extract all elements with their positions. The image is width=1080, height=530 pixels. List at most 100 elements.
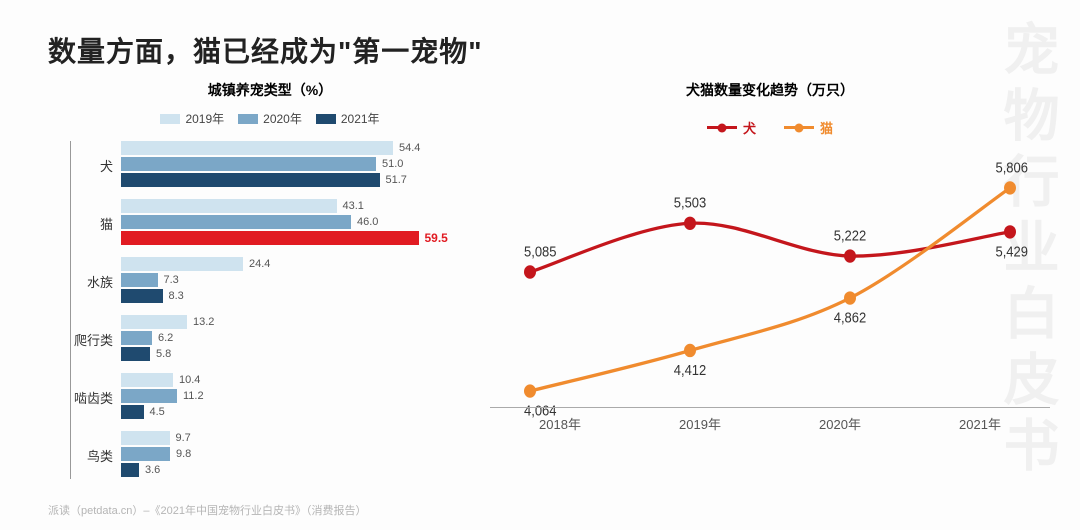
bar-fill <box>121 289 163 303</box>
line-series-marker <box>1004 181 1016 194</box>
bar-legend-label: 2019年 <box>185 110 224 127</box>
bar-row: 4.5 <box>121 405 470 419</box>
bar-value-label: 51.0 <box>382 158 403 170</box>
bar-group: 鸟类 9.7 9.8 3.6 <box>71 431 470 479</box>
bar-row: 5.8 <box>121 347 470 361</box>
bar-stack: 13.2 6.2 5.8 <box>121 315 470 363</box>
bar-legend-label: 2020年 <box>263 110 302 127</box>
bar-chart-title: 城镇养宠类型（%） <box>70 80 470 100</box>
bar-fill <box>121 347 150 361</box>
line-chart: 犬猫数量变化趋势（万只） 犬猫 5,0855,5035,2225,4294,06… <box>490 80 1050 480</box>
bar-row: 46.0 <box>121 215 470 229</box>
bar-group: 犬 54.4 51.0 51.7 <box>71 141 470 189</box>
bar-stack: 24.47.38.3 <box>121 257 470 305</box>
line-legend-item: 猫 <box>784 118 833 137</box>
bar-value-label: 51.7 <box>386 174 407 186</box>
bar-legend-item: 2020年 <box>238 110 302 127</box>
bar-chart-rows: 犬 54.4 51.0 51.7 猫 43.1 46.0 59.5 水族24.47.38.3 爬行… <box>70 141 470 479</box>
bar-value-label: 43.1 <box>343 200 364 212</box>
bar-row: 8.3 <box>121 289 470 303</box>
bar-value-label: 9.7 <box>176 432 191 444</box>
line-legend-swatch <box>707 126 737 129</box>
line-chart-x-axis: 2018年2019年2020年2021年 <box>490 407 1050 433</box>
bar-value-label: 11.2 <box>183 390 204 402</box>
bar-value-label: 5.8 <box>156 348 171 360</box>
line-series-marker <box>684 344 696 357</box>
bar-legend-swatch <box>160 114 180 124</box>
bar-row: 9.8 <box>121 447 470 461</box>
bar-row: 24.4 <box>121 257 470 271</box>
bar-category-label: 犬 <box>71 156 121 175</box>
bar-fill <box>121 273 158 287</box>
bar-fill <box>121 463 139 477</box>
bar-category-label: 猫 <box>71 214 121 233</box>
bar-value-label: 8.3 <box>169 290 184 302</box>
line-point-label: 5,429 <box>995 244 1028 260</box>
x-axis-label: 2020年 <box>770 414 910 433</box>
line-legend-label: 犬 <box>743 118 756 137</box>
bar-group: 猫 43.1 46.0 59.5 <box>71 199 470 247</box>
page-title: 数量方面，猫已经成为"第一宠物" <box>48 30 483 70</box>
bar-value-label: 54.4 <box>399 142 420 154</box>
bar-row: 10.4 <box>121 373 470 387</box>
bar-value-label: 46.0 <box>357 216 378 228</box>
bar-category-label: 水族 <box>71 272 121 291</box>
bar-value-label: 13.2 <box>193 316 214 328</box>
bar-group: 水族24.47.38.3 <box>71 257 470 305</box>
bar-row: 6.2 <box>121 331 470 345</box>
bar-legend-item: 2021年 <box>316 110 380 127</box>
bar-fill <box>121 373 173 387</box>
bar-fill <box>121 199 337 213</box>
bar-legend-item: 2019年 <box>160 110 224 127</box>
bar-value-label: 24.4 <box>249 258 270 270</box>
bar-legend-label: 2021年 <box>341 110 380 127</box>
line-chart-plot: 5,0855,5035,2225,4294,0644,4124,8625,806… <box>490 143 1050 433</box>
bar-fill <box>121 173 380 187</box>
line-point-label: 4,862 <box>834 310 867 326</box>
line-point-label: 5,222 <box>834 228 867 244</box>
line-series-marker <box>684 217 696 230</box>
bar-group: 爬行类 13.2 6.2 5.8 <box>71 315 470 363</box>
bar-row: 43.1 <box>121 199 470 213</box>
bar-value-label: 3.6 <box>145 464 160 476</box>
line-legend-item: 犬 <box>707 118 756 137</box>
bar-chart-legend: 2019年 2020年 2021年 <box>70 110 470 127</box>
line-series-marker <box>524 265 536 278</box>
bar-category-label: 爬行类 <box>71 330 121 349</box>
bar-legend-swatch <box>238 114 258 124</box>
bar-category-label: 啮齿类 <box>71 388 121 407</box>
bar-value-label: 10.4 <box>179 374 200 386</box>
line-point-label: 5,085 <box>524 244 557 260</box>
bar-stack: 54.4 51.0 51.7 <box>121 141 470 189</box>
bar-row: 9.7 <box>121 431 470 445</box>
bar-fill <box>121 141 393 155</box>
line-chart-title: 犬猫数量变化趋势（万只） <box>490 80 1050 100</box>
bar-chart: 城镇养宠类型（%） 2019年 2020年 2021年 犬 54.4 51.0 51.7 猫… <box>70 80 470 489</box>
bar-row: 11.2 <box>121 389 470 403</box>
bar-row: 59.5 <box>121 231 470 245</box>
bar-fill <box>121 405 144 419</box>
bar-group: 啮齿类 10.4 11.2 4.5 <box>71 373 470 421</box>
bar-value-label: 4.5 <box>150 406 165 418</box>
line-series-marker <box>844 249 856 262</box>
line-legend-label: 猫 <box>820 118 833 137</box>
bar-row: 3.6 <box>121 463 470 477</box>
line-series-path <box>530 223 1010 272</box>
line-series-marker <box>524 384 536 397</box>
bar-value-label: 59.5 <box>425 231 448 245</box>
bar-fill <box>121 447 170 461</box>
x-axis-label: 2019年 <box>630 414 770 433</box>
bar-fill <box>121 331 152 345</box>
line-series-path <box>530 188 1010 391</box>
bar-value-label: 6.2 <box>158 332 173 344</box>
line-point-label: 5,806 <box>995 160 1028 176</box>
bar-fill <box>121 389 177 403</box>
x-axis-label: 2021年 <box>910 414 1050 433</box>
bar-value-label: 9.8 <box>176 448 191 460</box>
line-chart-legend: 犬猫 <box>490 118 1050 137</box>
bar-row: 51.0 <box>121 157 470 171</box>
line-series-marker <box>1004 225 1016 238</box>
bar-fill <box>121 257 243 271</box>
bar-category-label: 鸟类 <box>71 446 121 465</box>
x-axis-label: 2018年 <box>490 414 630 433</box>
